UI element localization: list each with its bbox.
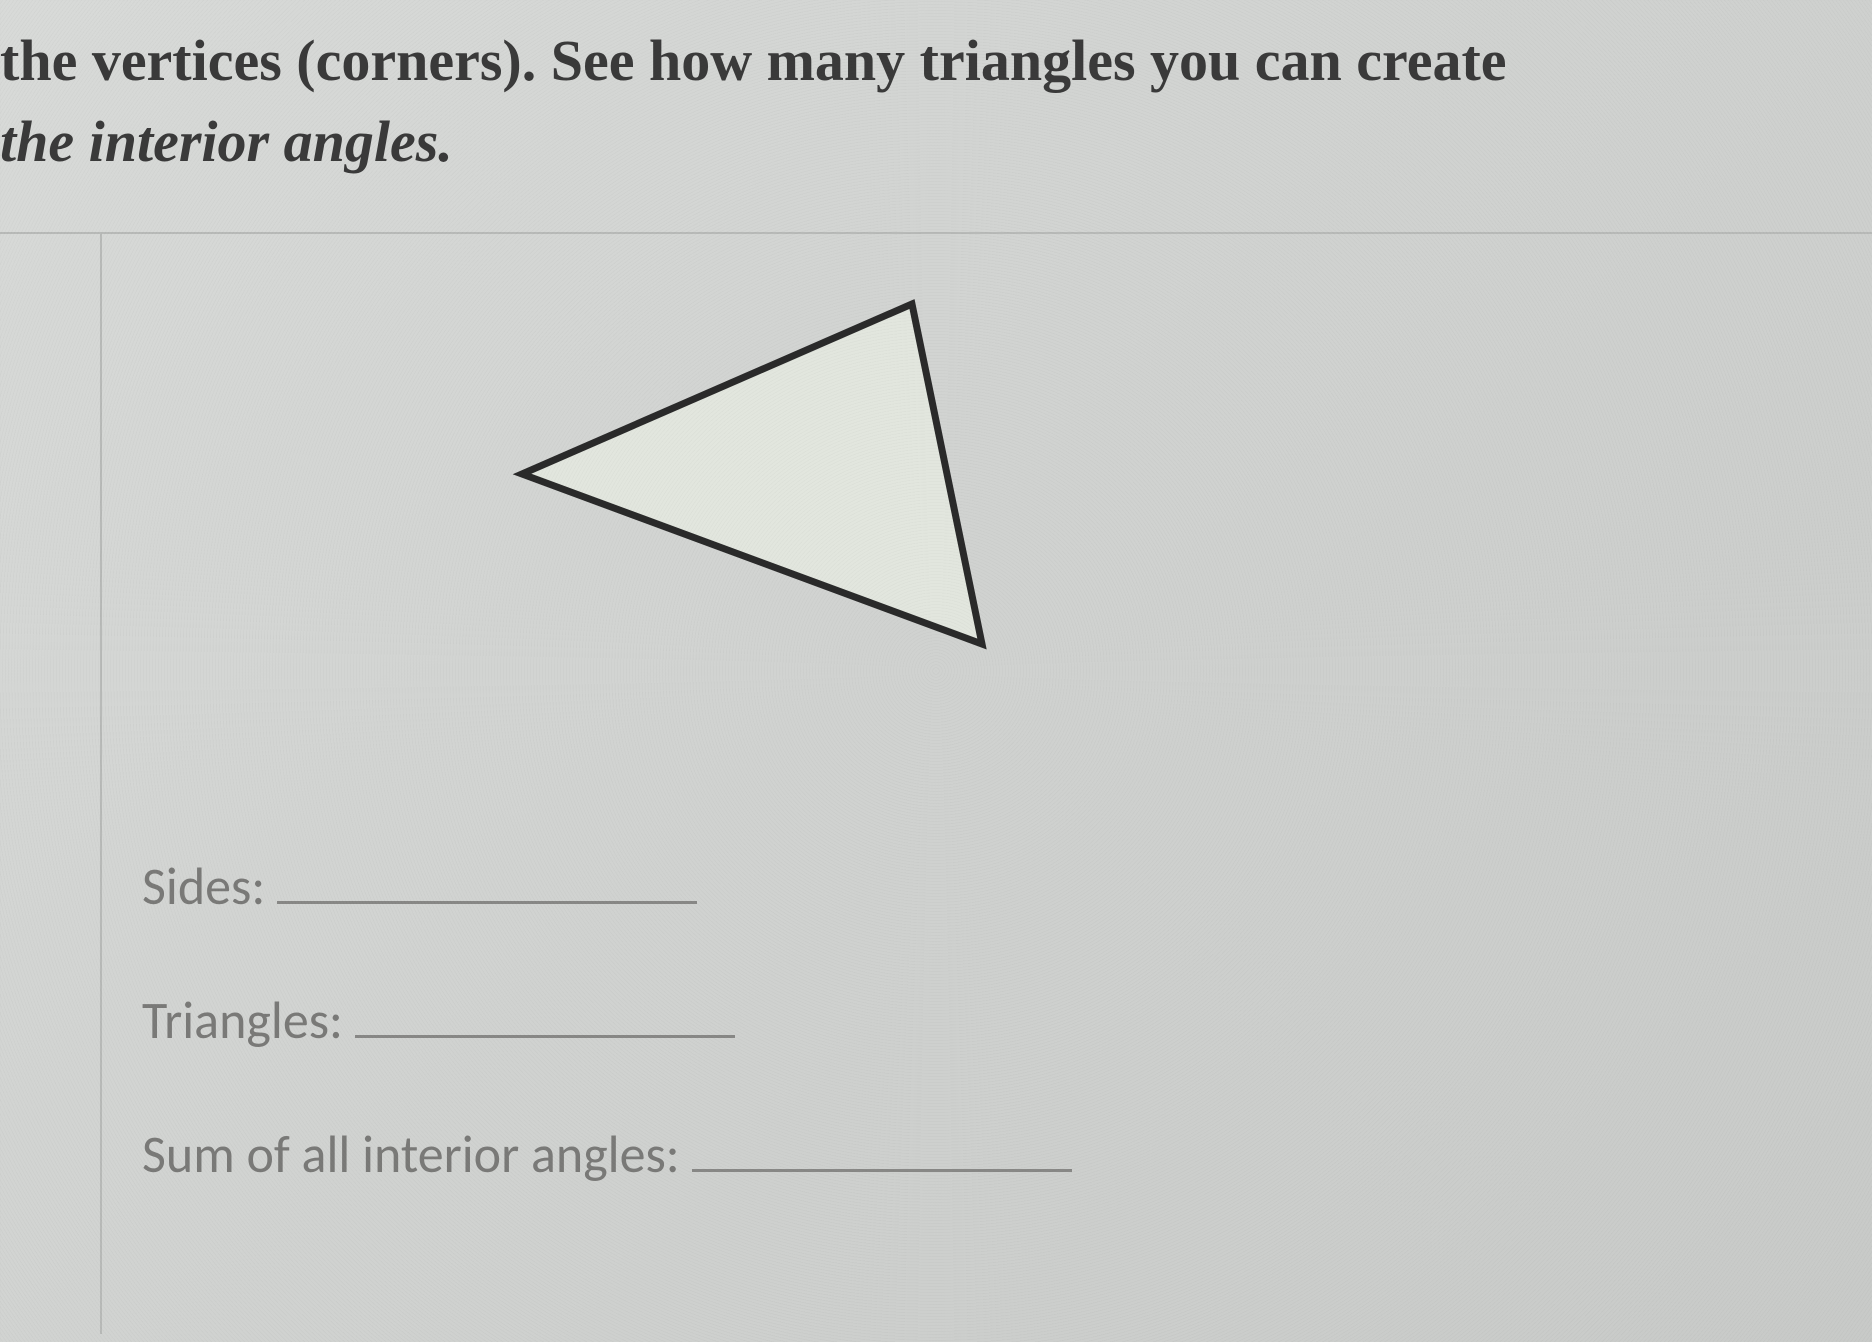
triangles-field-row: Triangles:: [142, 988, 1072, 1052]
triangle-figure: [452, 274, 1152, 694]
sum-label: Sum of all interior angles:: [142, 1122, 680, 1186]
instruction-header: the vertices (corners). See how many tri…: [0, 0, 1872, 222]
sum-blank-line[interactable]: [692, 1168, 1072, 1172]
instruction-line-2: the interior angles.: [0, 101, 1872, 182]
sides-field-row: Sides:: [142, 854, 1072, 918]
instruction-line-1: the vertices (corners). See how many tri…: [0, 20, 1872, 101]
triangle-shape: [522, 304, 982, 644]
sides-blank-line[interactable]: [277, 900, 697, 904]
triangles-blank-line[interactable]: [355, 1034, 735, 1038]
sum-field-row: Sum of all interior angles:: [142, 1122, 1072, 1186]
sides-label: Sides:: [142, 854, 265, 918]
worksheet-cell: Sides: Triangles: Sum of all interior an…: [100, 234, 1872, 1334]
answer-fields: Sides: Triangles: Sum of all interior an…: [142, 854, 1072, 1256]
triangles-label: Triangles:: [142, 988, 343, 1052]
